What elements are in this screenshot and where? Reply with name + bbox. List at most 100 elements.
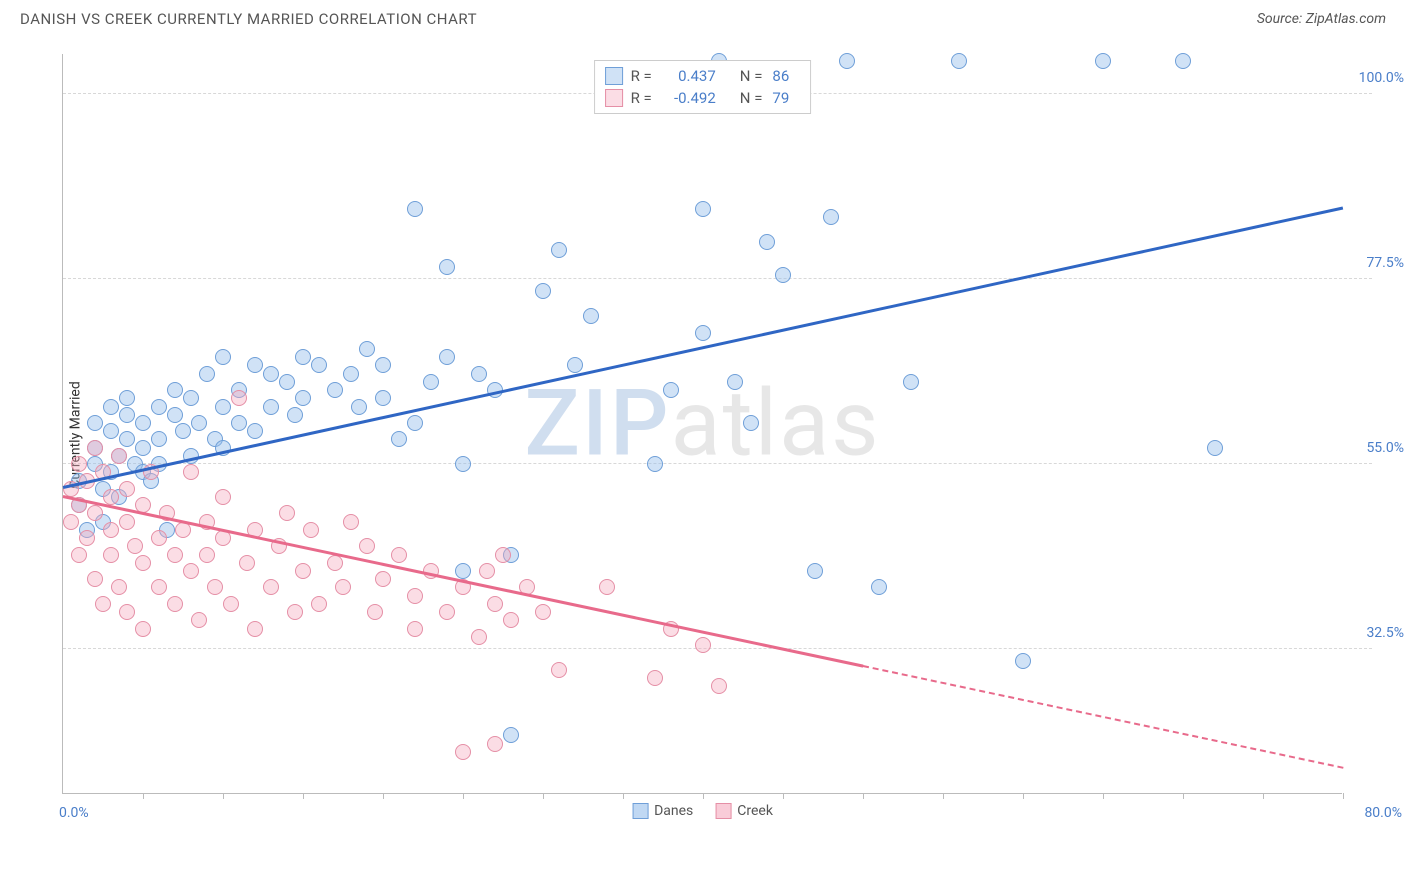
data-point <box>455 563 471 579</box>
data-point <box>599 579 615 595</box>
data-point <box>327 555 343 571</box>
data-point <box>127 538 143 554</box>
data-point <box>711 678 727 694</box>
chart-source: Source: ZipAtlas.com <box>1257 11 1386 27</box>
legend-series: Danes Creek <box>632 803 773 819</box>
data-point <box>111 579 127 595</box>
gridline <box>63 648 1372 649</box>
data-point <box>695 325 711 341</box>
data-point <box>119 514 135 530</box>
legend-series-item: Creek <box>715 803 773 819</box>
data-point <box>287 604 303 620</box>
legend-stats: R =0.437N =86R =-0.492N =79 <box>594 60 812 114</box>
data-point <box>303 522 319 538</box>
data-point <box>135 440 151 456</box>
data-point <box>263 366 279 382</box>
ytick-label: 77.5% <box>1366 255 1404 271</box>
legend-r-label: R = <box>631 89 652 107</box>
data-point <box>215 399 231 415</box>
data-point <box>87 505 103 521</box>
legend-swatch <box>605 67 623 85</box>
gridline <box>63 463 1372 464</box>
data-point <box>263 579 279 595</box>
data-point <box>295 563 311 579</box>
xtick <box>543 793 544 799</box>
data-point <box>823 209 839 225</box>
data-point <box>647 670 663 686</box>
legend-swatch <box>715 803 731 819</box>
legend-swatch <box>605 89 623 107</box>
legend-n-value: 79 <box>772 89 800 107</box>
data-point <box>343 366 359 382</box>
watermark: ZIPatlas <box>524 370 880 477</box>
ytick-label: 32.5% <box>1366 625 1404 641</box>
legend-n-label: N = <box>740 67 763 85</box>
chart-container: Currently Married ZIPatlas R =0.437N =86… <box>40 40 1380 830</box>
data-point <box>151 530 167 546</box>
data-point <box>103 399 119 415</box>
data-point <box>471 629 487 645</box>
data-point <box>151 399 167 415</box>
xtick <box>1263 793 1264 799</box>
data-point <box>119 407 135 423</box>
data-point <box>367 604 383 620</box>
data-point <box>239 555 255 571</box>
data-point <box>495 547 511 563</box>
data-point <box>759 234 775 250</box>
data-point <box>1015 653 1031 669</box>
data-point <box>79 530 95 546</box>
data-point <box>375 357 391 373</box>
data-point <box>871 579 887 595</box>
data-point <box>87 440 103 456</box>
legend-series-label: Creek <box>737 803 773 819</box>
data-point <box>439 349 455 365</box>
data-point <box>1095 53 1111 69</box>
data-point <box>503 612 519 628</box>
data-point <box>279 505 295 521</box>
data-point <box>263 399 279 415</box>
data-point <box>487 596 503 612</box>
data-point <box>199 547 215 563</box>
data-point <box>111 448 127 464</box>
data-point <box>119 390 135 406</box>
xtick <box>863 793 864 799</box>
data-point <box>439 259 455 275</box>
data-point <box>183 563 199 579</box>
data-point <box>295 349 311 365</box>
legend-r-label: R = <box>631 67 652 85</box>
data-point <box>327 382 343 398</box>
chart-title: DANISH VS CREEK CURRENTLY MARRIED CORREL… <box>20 10 477 28</box>
ytick-label: 55.0% <box>1366 440 1404 456</box>
xtick <box>783 793 784 799</box>
data-point <box>103 522 119 538</box>
data-point <box>119 604 135 620</box>
data-point <box>535 604 551 620</box>
data-point <box>567 357 583 373</box>
legend-series-label: Danes <box>654 803 693 819</box>
data-point <box>295 390 311 406</box>
data-point <box>455 744 471 760</box>
data-point <box>535 283 551 299</box>
data-point <box>167 382 183 398</box>
data-point <box>391 547 407 563</box>
data-point <box>279 374 295 390</box>
data-point <box>335 579 351 595</box>
data-point <box>903 374 919 390</box>
data-point <box>423 374 439 390</box>
legend-r-value: 0.437 <box>660 67 716 85</box>
data-point <box>695 637 711 653</box>
xtick <box>463 793 464 799</box>
legend-stats-row: R =-0.492N =79 <box>605 87 801 109</box>
data-point <box>695 201 711 217</box>
data-point <box>71 547 87 563</box>
data-point <box>359 341 375 357</box>
data-point <box>135 555 151 571</box>
data-point <box>183 390 199 406</box>
xtick <box>1023 793 1024 799</box>
data-point <box>407 621 423 637</box>
data-point <box>727 374 743 390</box>
data-point <box>351 399 367 415</box>
data-point <box>583 308 599 324</box>
trend-line <box>863 665 1343 769</box>
data-point <box>663 382 679 398</box>
